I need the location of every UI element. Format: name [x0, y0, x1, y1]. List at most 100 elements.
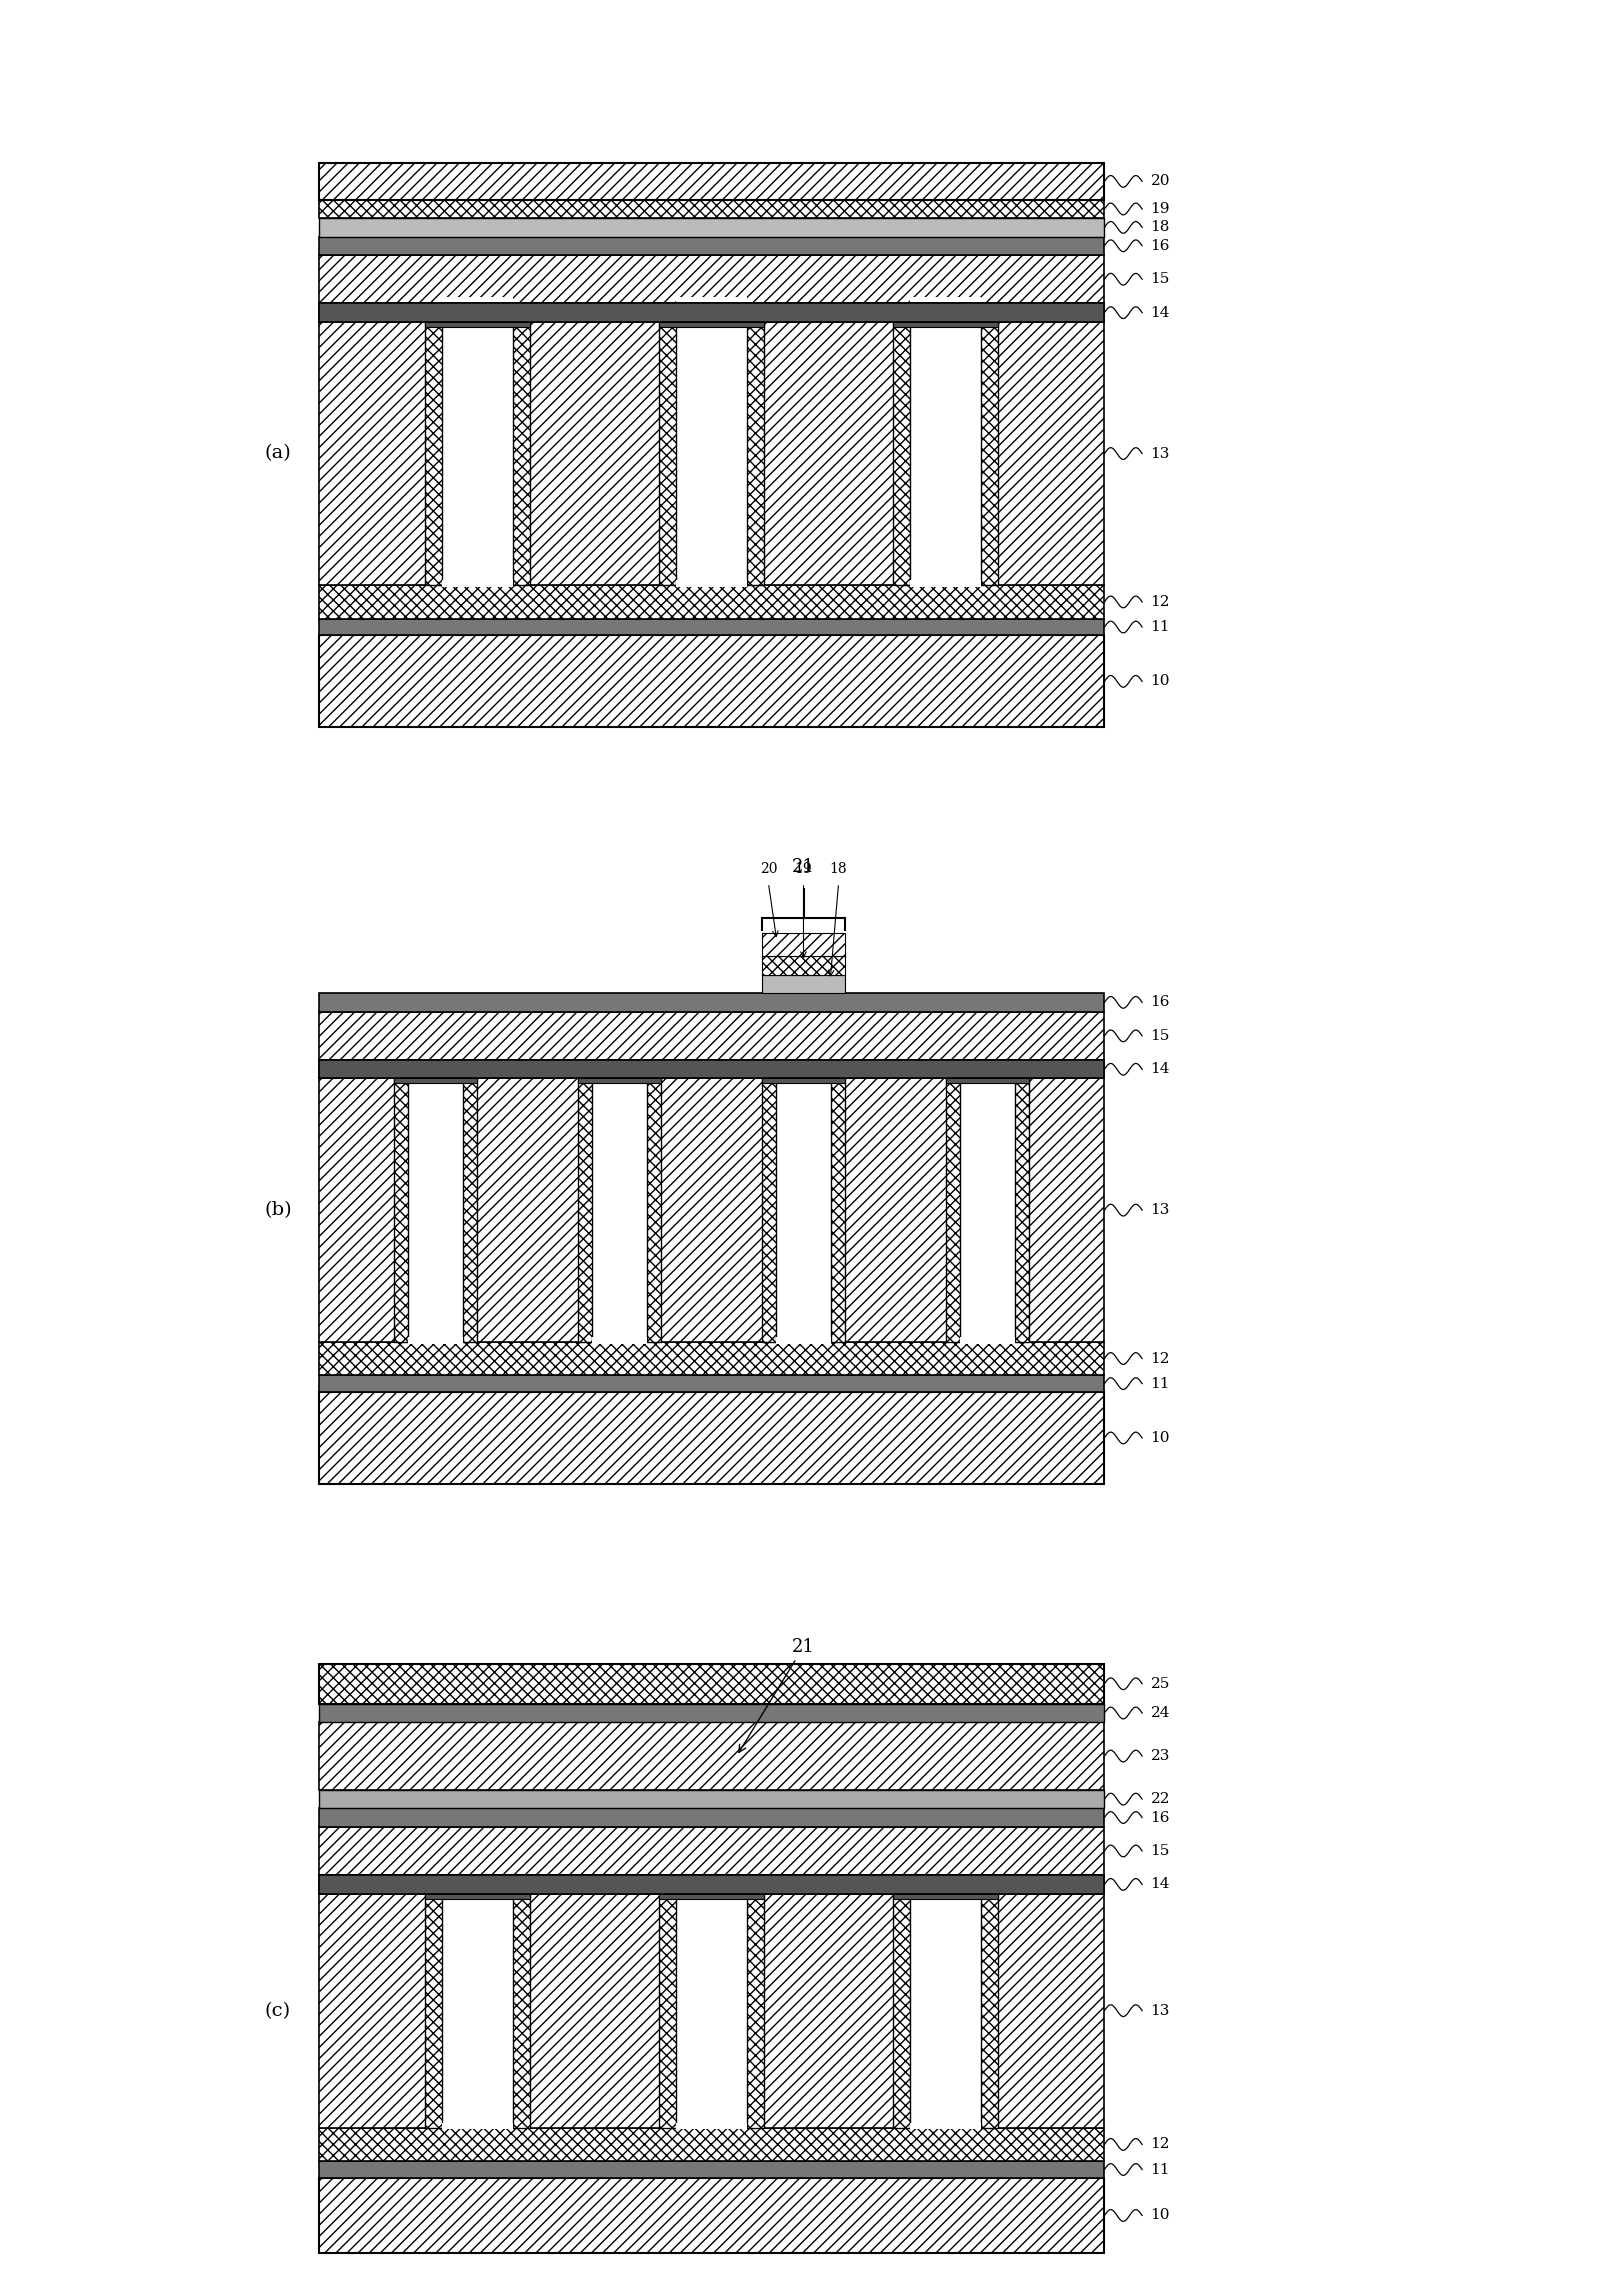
Bar [910, 580, 982, 587]
Bar [591, 1337, 648, 1344]
Bar [318, 1876, 1104, 1894]
Bar [318, 1342, 1104, 1376]
Bar [318, 2128, 1104, 2160]
Text: 18: 18 [829, 862, 847, 875]
Text: 11: 11 [1151, 621, 1170, 634]
Bar [318, 302, 1104, 323]
Bar [959, 1078, 1016, 1342]
Text: 10: 10 [1151, 675, 1170, 689]
Bar [318, 1703, 1104, 1721]
Text: (c): (c) [264, 2001, 291, 2019]
Bar [318, 1376, 1104, 1392]
Bar [747, 323, 763, 584]
Bar [776, 1337, 831, 1344]
Bar [394, 1060, 477, 1082]
Bar [762, 932, 845, 957]
Bar [1016, 1078, 1028, 1342]
Bar [579, 1060, 662, 1082]
Bar [318, 1392, 1104, 1485]
Text: 13: 13 [1151, 1203, 1170, 1217]
Bar [318, 1808, 1104, 1826]
Bar [318, 2160, 1104, 2178]
Bar [318, 1826, 1104, 1876]
Text: 20: 20 [760, 862, 778, 875]
Bar [463, 1078, 477, 1342]
Text: (b): (b) [264, 1201, 292, 1219]
Bar [318, 255, 1104, 302]
Bar [408, 1078, 463, 1342]
Bar [659, 1894, 677, 2128]
Text: 12: 12 [1151, 596, 1170, 609]
Bar [893, 302, 998, 327]
Bar [945, 1078, 959, 1342]
Bar [318, 619, 1104, 634]
Text: 22: 22 [1151, 1792, 1170, 1806]
Bar [408, 1337, 463, 1344]
Bar [442, 580, 513, 587]
Bar [442, 1894, 513, 2128]
Text: 23: 23 [1151, 1749, 1170, 1762]
Text: 24: 24 [1151, 1706, 1170, 1719]
Bar [513, 1894, 530, 2128]
Bar [910, 1894, 982, 2128]
Bar [426, 1894, 442, 2128]
Bar [318, 2178, 1104, 2254]
Text: (a): (a) [264, 443, 291, 462]
Bar [513, 323, 530, 584]
Text: 19: 19 [795, 862, 812, 875]
Bar [982, 1894, 998, 2128]
Bar [318, 1721, 1104, 1790]
Bar [893, 1876, 998, 1899]
Bar [579, 1078, 591, 1342]
Bar [776, 1078, 831, 1342]
Text: 14: 14 [1151, 1062, 1170, 1076]
Text: 13: 13 [1151, 446, 1170, 462]
Bar [677, 580, 747, 587]
Text: 11: 11 [1151, 2163, 1170, 2176]
Bar [591, 1078, 648, 1342]
Bar [318, 1012, 1104, 1060]
Text: 12: 12 [1151, 2138, 1170, 2151]
Bar [747, 1894, 763, 2128]
Bar [893, 323, 910, 584]
Bar [318, 994, 1104, 1012]
Text: 14: 14 [1151, 1878, 1170, 1892]
Bar [442, 323, 513, 584]
Text: 21: 21 [792, 857, 815, 875]
Bar [677, 298, 747, 305]
Bar [659, 1876, 763, 1899]
Text: 10: 10 [1151, 2208, 1170, 2222]
Bar [762, 1078, 776, 1342]
Bar [762, 957, 845, 976]
Bar [677, 2122, 747, 2128]
Bar [318, 584, 1104, 619]
Bar [318, 1665, 1104, 1703]
Text: 16: 16 [1151, 1810, 1170, 1824]
Text: 16: 16 [1151, 996, 1170, 1010]
Bar [677, 323, 747, 584]
Bar [910, 323, 982, 584]
Bar [318, 1876, 1104, 1894]
Text: 12: 12 [1151, 1351, 1170, 1367]
Bar [762, 976, 845, 994]
Text: 15: 15 [1151, 1028, 1170, 1044]
Bar [318, 634, 1104, 728]
Bar [910, 298, 982, 305]
Bar [394, 1078, 408, 1342]
Bar [318, 218, 1104, 236]
Bar [318, 164, 1104, 200]
Bar [831, 1078, 845, 1342]
Bar [910, 2122, 982, 2128]
Text: 15: 15 [1151, 273, 1170, 287]
Bar [442, 298, 513, 305]
Bar [318, 323, 1104, 584]
Bar [318, 200, 1104, 218]
Text: 10: 10 [1151, 1430, 1170, 1444]
Bar [762, 1060, 845, 1082]
Bar [982, 323, 998, 584]
Text: 16: 16 [1151, 239, 1170, 252]
Bar [426, 323, 442, 584]
Bar [318, 1060, 1104, 1078]
Bar [318, 302, 1104, 323]
Bar [959, 1337, 1016, 1344]
